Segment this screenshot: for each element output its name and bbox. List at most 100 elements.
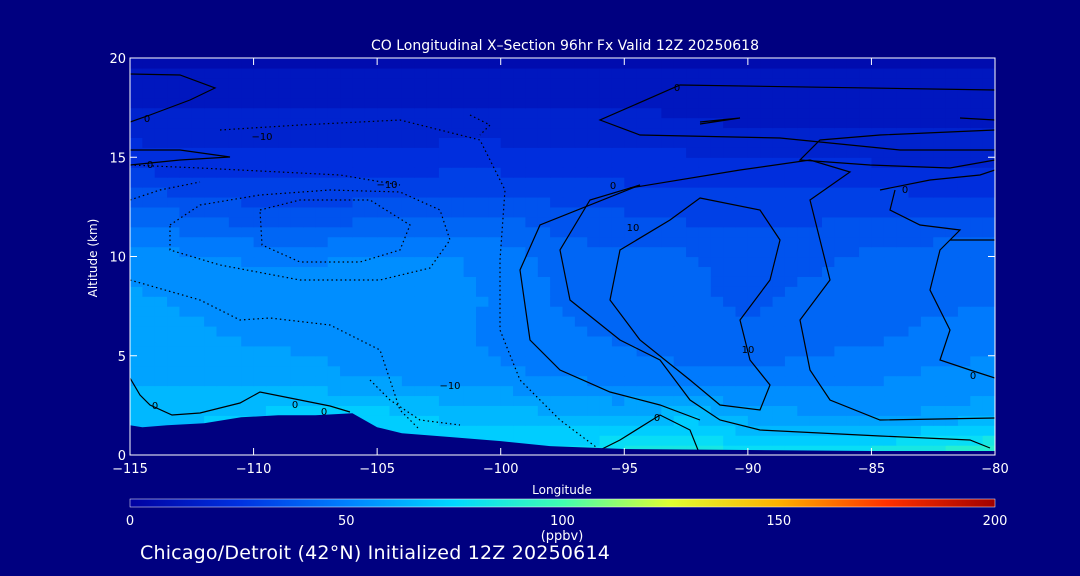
heatmap-cell bbox=[179, 296, 193, 307]
heatmap-cell bbox=[537, 325, 551, 337]
heatmap-cell bbox=[747, 87, 761, 99]
heatmap-cell bbox=[253, 266, 267, 277]
heatmap-cell bbox=[896, 345, 910, 357]
heatmap-cell bbox=[327, 127, 341, 138]
heatmap-cell bbox=[784, 147, 798, 158]
heatmap-cell bbox=[957, 435, 971, 446]
footer-caption: Chicago/Detroit (42°N) Initialized 12Z 2… bbox=[140, 542, 611, 564]
heatmap-cell bbox=[167, 276, 181, 287]
heatmap-cell bbox=[179, 167, 193, 178]
heatmap-cell bbox=[896, 177, 910, 188]
heatmap-cell bbox=[698, 415, 712, 426]
heatmap-cell bbox=[290, 67, 304, 79]
heatmap-cell bbox=[130, 405, 143, 416]
heatmap-cell bbox=[920, 58, 934, 69]
heatmap-cell bbox=[772, 226, 786, 238]
heatmap-cell bbox=[290, 355, 304, 367]
heatmap-cell bbox=[599, 425, 613, 436]
heatmap-cell bbox=[389, 58, 403, 69]
heatmap-cell bbox=[438, 167, 452, 178]
heatmap-cell bbox=[340, 226, 354, 238]
heatmap-cell bbox=[537, 246, 551, 258]
heatmap-cell bbox=[562, 87, 576, 99]
heatmap-cell bbox=[451, 97, 465, 109]
heatmap-cell bbox=[303, 107, 316, 119]
heatmap-cell bbox=[265, 395, 279, 406]
heatmap-cell bbox=[661, 206, 675, 218]
heatmap-cell bbox=[340, 395, 354, 406]
heatmap-cell bbox=[401, 87, 415, 99]
heatmap-cell bbox=[352, 306, 366, 317]
heatmap-cell bbox=[562, 187, 576, 198]
heatmap-cell bbox=[228, 147, 242, 158]
heatmap-cell bbox=[636, 385, 650, 397]
heatmap-cell bbox=[599, 147, 613, 158]
heatmap-cell bbox=[315, 127, 329, 138]
heatmap-cell bbox=[537, 435, 551, 446]
heatmap-cell bbox=[611, 425, 625, 436]
heatmap-cell bbox=[278, 58, 292, 69]
heatmap-cell bbox=[401, 67, 415, 79]
heatmap-cell bbox=[525, 405, 539, 416]
heatmap-cell bbox=[364, 266, 378, 277]
heatmap-cell bbox=[377, 316, 391, 327]
heatmap-cell bbox=[167, 395, 181, 406]
heatmap-cell bbox=[488, 187, 502, 198]
heatmap-cell bbox=[908, 67, 922, 79]
heatmap-cell bbox=[389, 395, 403, 406]
heatmap-cell bbox=[340, 77, 354, 89]
heatmap-cell bbox=[241, 236, 255, 248]
heatmap-cell bbox=[822, 365, 835, 377]
heatmap-cell bbox=[859, 306, 873, 317]
heatmap-cell bbox=[315, 266, 329, 277]
heatmap-cell bbox=[253, 325, 267, 337]
heatmap-cell bbox=[611, 375, 625, 387]
heatmap-cell bbox=[278, 335, 292, 347]
heatmap-cell bbox=[834, 107, 848, 119]
heatmap-cell bbox=[451, 67, 465, 79]
heatmap-cell bbox=[228, 187, 242, 198]
heatmap-cell bbox=[315, 316, 329, 327]
heatmap-cell bbox=[414, 216, 428, 228]
heatmap-cell bbox=[265, 355, 279, 367]
heatmap-cell bbox=[747, 335, 761, 347]
heatmap-cell bbox=[550, 87, 564, 99]
heatmap-cell bbox=[352, 385, 366, 397]
contour-label: −10 bbox=[376, 180, 397, 191]
heatmap-cell bbox=[438, 365, 452, 377]
heatmap-cell bbox=[686, 316, 700, 327]
heatmap-cell bbox=[451, 107, 465, 119]
heatmap-cell bbox=[574, 425, 588, 436]
heatmap-cell bbox=[216, 375, 230, 387]
heatmap-cell bbox=[883, 405, 897, 416]
heatmap-cell bbox=[204, 167, 218, 178]
heatmap-cell bbox=[945, 345, 959, 357]
heatmap-cell bbox=[772, 117, 786, 129]
heatmap-cell bbox=[896, 355, 910, 367]
heatmap-cell bbox=[476, 325, 489, 337]
heatmap-cell bbox=[537, 256, 551, 268]
heatmap-cell bbox=[784, 107, 798, 119]
heatmap-cell bbox=[290, 395, 304, 406]
x-axis: −115 −110 −105 −100 −95 −90 −85 −80 bbox=[112, 58, 1009, 477]
heatmap-cell bbox=[401, 206, 415, 218]
heatmap-cell bbox=[611, 67, 625, 79]
heatmap-cell bbox=[624, 127, 638, 138]
heatmap-cell bbox=[167, 97, 181, 109]
heatmap-cell bbox=[822, 306, 835, 317]
contour-label: 0 bbox=[152, 401, 158, 412]
heatmap-cell bbox=[241, 345, 255, 357]
heatmap-cell bbox=[550, 325, 564, 337]
heatmap-cell bbox=[859, 385, 873, 397]
heatmap-cell bbox=[846, 147, 860, 158]
heatmap-cell bbox=[933, 335, 947, 347]
heatmap-cell bbox=[723, 435, 737, 446]
heatmap-cell bbox=[327, 196, 341, 208]
heatmap-cell bbox=[747, 226, 761, 238]
heatmap-cell bbox=[476, 306, 489, 317]
heatmap-cell bbox=[723, 206, 737, 218]
heatmap-cell bbox=[574, 286, 588, 297]
heatmap-cell bbox=[735, 167, 749, 178]
heatmap-cell bbox=[920, 216, 934, 228]
heatmap-cell bbox=[303, 246, 316, 258]
